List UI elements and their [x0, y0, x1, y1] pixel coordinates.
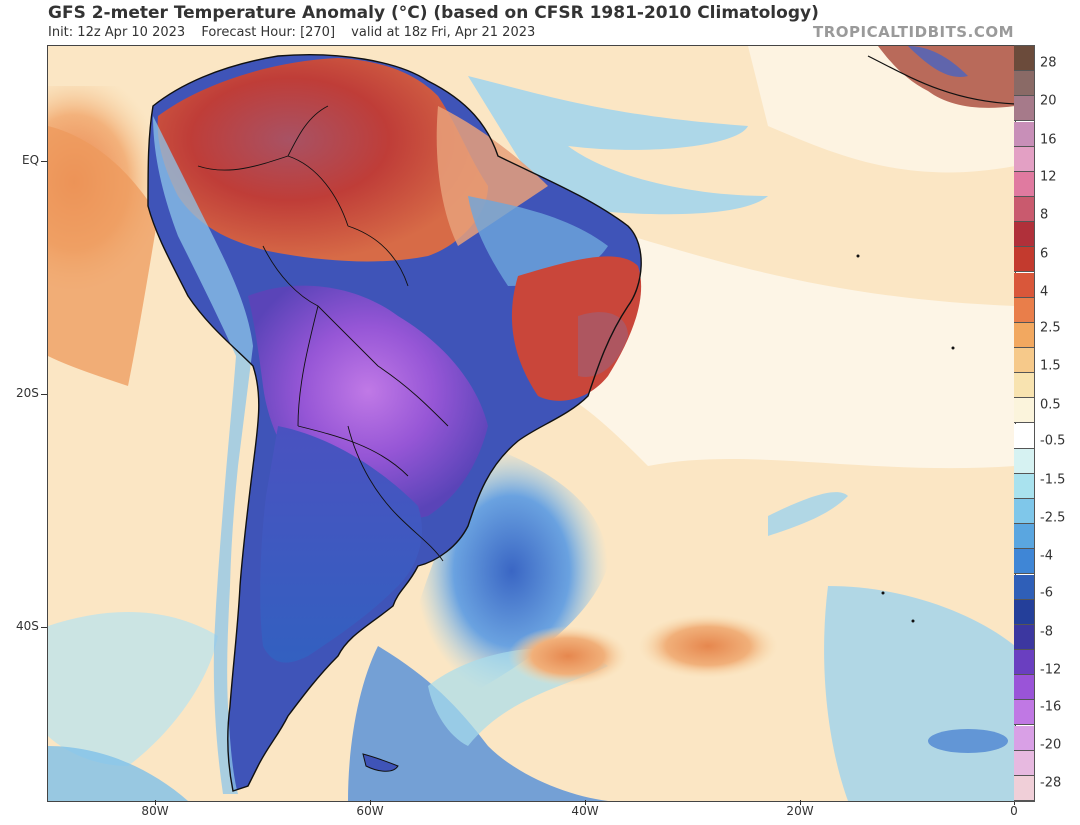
- colorbar-label: -28: [1040, 775, 1062, 791]
- lat-tick: [41, 627, 47, 628]
- colorbar-segment: [1014, 247, 1034, 273]
- colorbar-segment: [1014, 499, 1034, 525]
- colorbar-label: -1.5: [1040, 472, 1066, 488]
- colorbar-label: -2.5: [1040, 510, 1066, 526]
- colorbar-label: -16: [1040, 699, 1062, 715]
- map-canvas: [48, 46, 1015, 801]
- cool-southeast-pacific: [48, 612, 218, 766]
- lon-label-60w: 60W: [356, 804, 384, 818]
- lon-tick: [155, 800, 156, 805]
- africa-corner: [878, 46, 1015, 108]
- andes-cool-strip: [153, 116, 253, 794]
- cold-patch-east: [928, 729, 1008, 753]
- lat-tick: [41, 161, 47, 162]
- colorbar-label: 20: [1040, 93, 1057, 109]
- colorbar-segment: [1014, 398, 1034, 424]
- island-marker: [911, 619, 915, 623]
- colorbar-label: -6: [1040, 585, 1053, 601]
- cold-argentina: [260, 426, 422, 663]
- colorbar-segment: [1014, 700, 1034, 726]
- colorbar-label: -20: [1040, 737, 1062, 753]
- cool-streak-midatlantic: [768, 492, 848, 536]
- colorbar: [1014, 45, 1035, 802]
- lat-label-eq: EQ: [22, 153, 40, 167]
- lat-label-20s: 20S: [16, 386, 39, 400]
- colorbar-segment: [1014, 549, 1034, 575]
- forecast-hour: Forecast Hour: [270]: [201, 25, 336, 40]
- colorbar-segment: [1014, 297, 1034, 323]
- colorbar-segment: [1014, 599, 1034, 625]
- colorbar-segment: [1014, 121, 1034, 147]
- island-marker: [881, 591, 885, 595]
- lon-label-40w: 40W: [571, 804, 599, 818]
- colorbar-segment: [1014, 46, 1034, 72]
- valid-time: valid at 18z Fri, Apr 21 2023: [351, 25, 536, 40]
- hot-amazon-region: [157, 58, 488, 262]
- country-borders: [197, 105, 449, 562]
- colorbar-segment: [1014, 96, 1034, 122]
- colorbar-segment: [1014, 171, 1034, 197]
- lon-tick: [1014, 800, 1015, 805]
- lon-label-80w: 80W: [141, 804, 169, 818]
- cold-southwest-atlantic: [348, 646, 608, 801]
- lon-label-20w: 20W: [786, 804, 814, 818]
- colorbar-label: -0.5: [1040, 433, 1066, 449]
- colorbar-label: 28: [1040, 55, 1057, 71]
- africa-coastline: [867, 55, 1015, 105]
- warm-swirl-east: [638, 614, 778, 678]
- colorbar-label: 6: [1040, 246, 1049, 262]
- colorbar-label: -8: [1040, 624, 1053, 640]
- warm-swirl-core: [508, 626, 628, 686]
- run-info: Init: 12z Apr 10 2023 Forecast Hour: [27…: [48, 25, 547, 40]
- colorbar-segment: [1014, 473, 1034, 499]
- africa-cold-patch: [908, 46, 968, 77]
- colorbar-label: -12: [1040, 662, 1062, 678]
- chart-title: GFS 2-meter Temperature Anomaly (°C) (ba…: [48, 3, 819, 23]
- lon-tick: [370, 800, 371, 805]
- colorbar-segment: [1014, 423, 1034, 449]
- site-brand: TROPICALTIDBITS.COM: [813, 23, 1014, 41]
- falkland-islands: [362, 753, 399, 772]
- anomaly-map: [47, 45, 1016, 802]
- lat-tick: [41, 394, 47, 395]
- colorbar-label: 2.5: [1040, 320, 1061, 336]
- colorbar-label: 0.5: [1040, 397, 1061, 413]
- colorbar-label: 4: [1040, 284, 1049, 300]
- colorbar-segment: [1014, 348, 1034, 374]
- lon-tick: [800, 800, 801, 805]
- colorbar-segment: [1014, 448, 1034, 474]
- colorbar-label: 12: [1040, 169, 1057, 185]
- warm-pacific-core: [48, 126, 158, 386]
- colorbar-segment: [1014, 197, 1034, 223]
- colorbar-label: -4: [1040, 548, 1053, 564]
- lat-label-40s: 40S: [16, 619, 39, 633]
- lon-label-0: 0: [1010, 804, 1018, 818]
- lon-tick: [585, 800, 586, 805]
- colorbar-segment: [1014, 650, 1034, 676]
- init-time: Init: 12z Apr 10 2023: [48, 25, 186, 40]
- colorbar-segment: [1014, 750, 1034, 776]
- colorbar-segment: [1014, 524, 1034, 550]
- colorbar-segment: [1014, 725, 1034, 751]
- colorbar-segment: [1014, 272, 1034, 298]
- coastline: [147, 54, 642, 792]
- colorbar-segment: [1014, 775, 1034, 801]
- colorbar-segment: [1014, 322, 1034, 348]
- colorbar-segment: [1014, 146, 1034, 172]
- colorbar-label: 8: [1040, 207, 1049, 223]
- island-marker: [856, 254, 860, 258]
- colorbar-label: 16: [1040, 132, 1057, 148]
- colorbar-segment: [1014, 574, 1034, 600]
- cold-patch-southwest: [48, 746, 188, 801]
- colorbar-label: 1.5: [1040, 358, 1061, 374]
- colorbar-segment: [1014, 71, 1034, 97]
- mixed-ne-brazil: [436, 106, 548, 246]
- colorbar-segment: [1014, 624, 1034, 650]
- colorbar-segment: [1014, 675, 1034, 701]
- colorbar-segment: [1014, 373, 1034, 399]
- colorbar-segment: [1014, 222, 1034, 248]
- island-marker: [951, 346, 955, 350]
